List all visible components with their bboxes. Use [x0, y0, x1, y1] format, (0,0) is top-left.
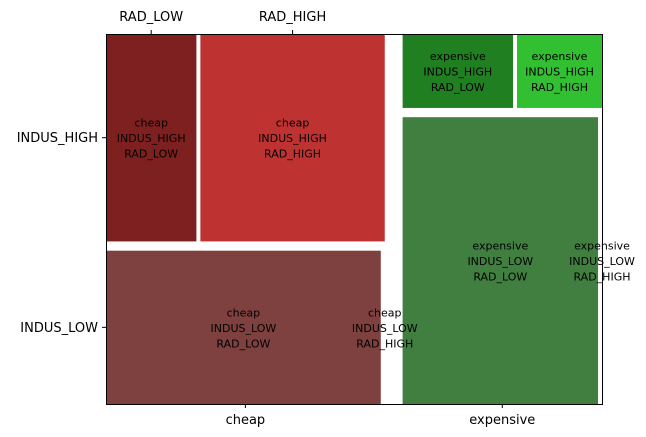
cell-label-expensive-indus-low-rad-low: expensive INDUS_LOW RAD_LOW — [467, 240, 533, 284]
mosaic-cell-cheap-indus-low-rad-low — [106, 250, 381, 404]
mosaic-cell-expensive-indus-low-rad-low — [402, 117, 599, 405]
cell-label-cheap-indus-low-rad-low: cheap INDUS_LOW RAD_LOW — [211, 306, 277, 350]
x-tick-label-cheap: cheap — [226, 413, 266, 428]
cell-label-cheap-indus-high-rad-low: cheap INDUS_HIGH RAD_LOW — [117, 117, 186, 161]
mosaic-cells — [106, 34, 602, 405]
plot-frame — [106, 34, 603, 405]
y-tick-label-indus-low: INDUS_LOW — [20, 321, 98, 336]
y-tick-label-indus-high: INDUS_HIGH — [17, 131, 98, 146]
mosaic-cell-cheap-indus-high-rad-high — [200, 34, 385, 242]
axes: cheap expensive INDUS_HIGH INDUS_LOW RAD_LOW… — [17, 10, 536, 428]
cell-label-cheap-indus-low-rad-high: cheap INDUS_LOW RAD_HIGH — [352, 306, 418, 350]
mosaic-cell-expensive-indus-high-rad-low — [402, 34, 514, 108]
top-tick-label-rad-high: RAD_HIGH — [259, 10, 326, 25]
mosaic-cell-cheap-indus-high-rad-low — [106, 34, 197, 242]
cell-label-expensive-indus-high-rad-high: expensive INDUS_HIGH RAD_HIGH — [525, 50, 594, 94]
top-tick-label-rad-low: RAD_LOW — [119, 10, 183, 25]
cell-label-cheap-indus-high-rad-high: cheap INDUS_HIGH RAD_HIGH — [258, 117, 327, 161]
mosaic-cell-expensive-indus-high-rad-high — [516, 34, 602, 108]
x-tick-label-expensive: expensive — [469, 413, 535, 428]
cell-label-expensive-indus-high-rad-low: expensive INDUS_HIGH RAD_LOW — [423, 50, 492, 94]
